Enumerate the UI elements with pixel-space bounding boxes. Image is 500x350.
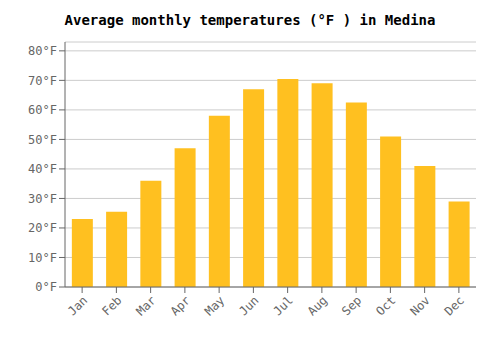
svg-text:60°F: 60°F xyxy=(28,103,57,117)
svg-text:40°F: 40°F xyxy=(28,162,57,176)
svg-text:80°F: 80°F xyxy=(28,44,57,58)
svg-text:Jan: Jan xyxy=(65,293,90,318)
svg-text:Jun: Jun xyxy=(236,293,261,318)
svg-text:50°F: 50°F xyxy=(28,133,57,147)
svg-text:Jul: Jul xyxy=(271,293,296,318)
svg-text:30°F: 30°F xyxy=(28,192,57,206)
svg-text:Nov: Nov xyxy=(408,293,433,318)
svg-text:Apr: Apr xyxy=(168,293,193,318)
svg-text:Mar: Mar xyxy=(134,293,159,318)
html-text:Average monthly temperatures (: Average monthly temperatures (°F ) in Me… xyxy=(64,12,436,28)
svg-text:Dec: Dec xyxy=(442,293,467,318)
svg-text:0°F: 0°F xyxy=(35,280,57,294)
svg-text:Aug: Aug xyxy=(305,293,330,318)
svg-text:Feb: Feb xyxy=(99,293,124,318)
svg-text:Oct: Oct xyxy=(373,293,398,318)
svg-text:20°F: 20°F xyxy=(28,221,57,235)
svg-text:10°F: 10°F xyxy=(28,251,57,265)
svg-text:70°F: 70°F xyxy=(28,74,57,88)
svg-text:Sep: Sep xyxy=(339,293,364,318)
svg-text:May: May xyxy=(202,293,227,318)
